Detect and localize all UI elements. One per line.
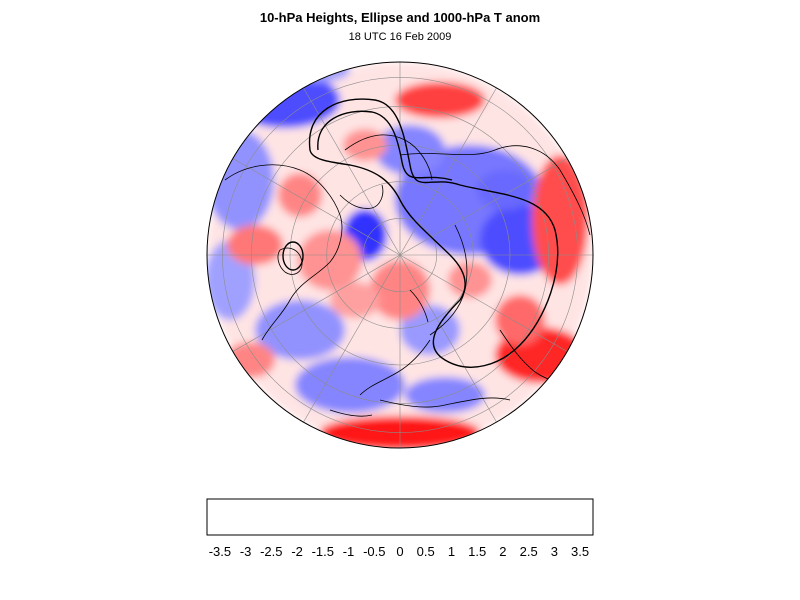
vortex-ellipse [308, 98, 559, 368]
colorbar-tick-label: -1 [343, 544, 355, 559]
colorbar-tick-label: -2 [291, 544, 303, 559]
chart-title: 10-hPa Heights, Ellipse and 1000-hPa T a… [259, 10, 541, 25]
anomaly-region [375, 125, 445, 175]
colorbar-tick-label: 3 [551, 544, 558, 559]
colorbar-tick-label: -1.5 [312, 544, 334, 559]
colorbar-tick-label: 3.5 [571, 544, 589, 559]
colorbar-tick-label: -3.5 [209, 544, 231, 559]
colorbar-tick-label: -2.5 [260, 544, 282, 559]
meridian-line [399, 254, 497, 423]
colorbar-tick-label: 0.5 [417, 544, 435, 559]
coastline [339, 184, 384, 209]
colorbar-ticks: -3.5 -3 -2.5 -2 -1.5 -1 -0.5 0 0.5 1 1.5 2 2.5 3 3.5 [209, 544, 589, 559]
meridian-line [399, 87, 497, 256]
anomaly-region [330, 282, 380, 318]
colorbar-tick-label: -3 [240, 544, 252, 559]
coastline [224, 164, 343, 341]
colorbar-frame [206, 498, 594, 536]
anomaly-region [255, 300, 345, 360]
coastline [409, 289, 429, 323]
graticule-lines [207, 62, 593, 448]
meridian-line [232, 158, 401, 256]
chart-subtitle: 18 UTC 16 Feb 2009 [348, 31, 452, 43]
anomaly-region [278, 173, 322, 217]
colorbar-tick-label: -0.5 [363, 544, 385, 559]
anomaly-region [495, 295, 545, 345]
meridian-line [399, 254, 568, 352]
coastline [277, 247, 303, 275]
meridian-line [399, 158, 568, 256]
height-contour [317, 110, 453, 181]
anomaly-region [295, 357, 405, 413]
anomaly-region [343, 129, 387, 161]
anomaly-region [532, 155, 588, 285]
colorbar-tick-label: 2 [499, 544, 506, 559]
height-contour-closed [282, 241, 304, 271]
map-boundary [206, 61, 594, 449]
meridian-line [303, 87, 401, 256]
colorbar-tick-label: 1.5 [468, 544, 486, 559]
anomaly-region [405, 377, 485, 413]
coastline [399, 145, 591, 236]
meridian-line [232, 254, 401, 352]
anomaly-region [298, 230, 362, 290]
colorbar-tick-label: 1 [448, 544, 455, 559]
colorbar-tick-label: 0 [396, 544, 403, 559]
anomaly-region [395, 82, 485, 118]
height-contours [282, 98, 559, 368]
colorbar-tick-label: 2.5 [520, 544, 538, 559]
anomaly-region [477, 170, 533, 210]
coastline [329, 409, 373, 417]
meridian-line [303, 254, 401, 423]
coastline [379, 397, 511, 408]
coastline [359, 339, 431, 396]
